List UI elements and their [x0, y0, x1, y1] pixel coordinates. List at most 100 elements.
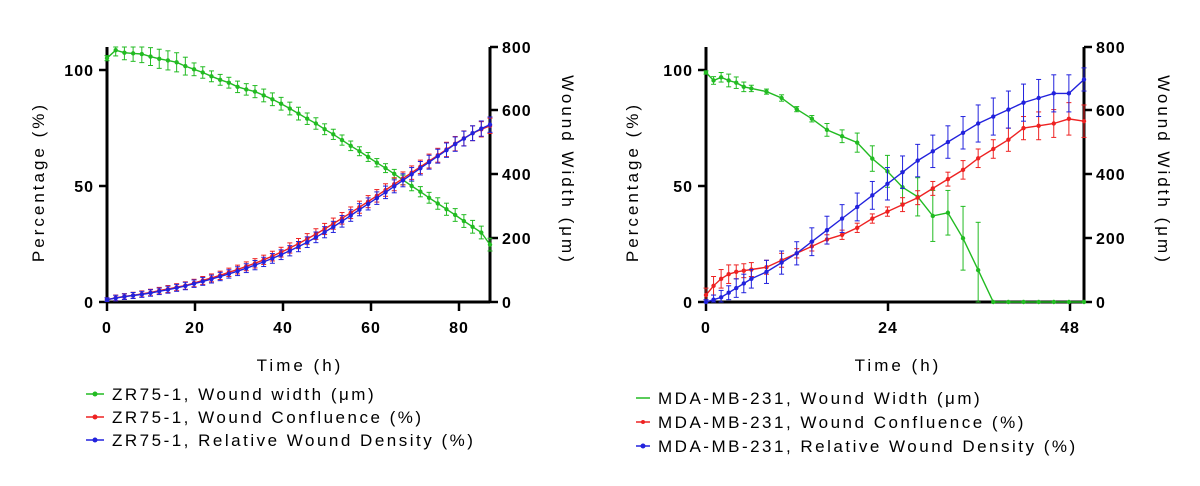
plot-area [703, 67, 1087, 305]
data-point [252, 89, 258, 94]
data-point [975, 267, 981, 273]
data-point [130, 51, 136, 56]
y-tick-label: 100 [663, 63, 693, 80]
x-axis-title: Time (h) [257, 356, 344, 375]
data-point [392, 171, 397, 177]
data-point [461, 136, 467, 141]
y-tick-label: 100 [64, 63, 94, 80]
legend-label: MDA-MB-231, Wound Width (μm) [658, 389, 982, 408]
data-point [435, 153, 440, 159]
series-line [106, 125, 491, 301]
data-point [104, 297, 110, 302]
legend-marker [92, 391, 98, 397]
data-point [270, 256, 275, 261]
data-point [148, 290, 153, 296]
data-point [870, 216, 875, 221]
data-point [809, 239, 815, 244]
data-point [885, 181, 890, 186]
data-point [287, 248, 292, 253]
legend-label: ZR75-1, Relative Wound Density (%) [112, 431, 475, 450]
data-point [718, 295, 724, 300]
data-point [1081, 299, 1087, 305]
data-point [839, 216, 845, 221]
series-3 [703, 67, 1087, 305]
y2-tick-label: 400 [1096, 167, 1126, 184]
data-point [1006, 299, 1011, 305]
y2-tick-label: 800 [502, 40, 532, 57]
data-point [400, 178, 406, 183]
data-point [1021, 100, 1026, 105]
data-point [435, 201, 440, 206]
data-point [900, 169, 905, 175]
series-2 [703, 102, 1087, 303]
data-point [244, 265, 249, 271]
data-point [839, 134, 845, 139]
data-point [764, 269, 769, 275]
y-axis-title: Percentage (%) [29, 102, 48, 262]
data-point [487, 122, 493, 127]
data-point [945, 210, 951, 215]
data-point [139, 51, 145, 57]
data-point [1051, 91, 1056, 96]
data-point [305, 239, 310, 245]
data-point [479, 230, 484, 235]
data-point [165, 287, 171, 292]
series-line [106, 49, 491, 246]
data-point [122, 294, 127, 299]
data-point [139, 292, 145, 297]
data-point [165, 58, 171, 63]
data-point [183, 63, 188, 69]
x-tick-label: 20 [185, 320, 205, 337]
y-tick-label: 0 [84, 295, 94, 312]
data-point [960, 130, 966, 135]
data-point [960, 236, 966, 241]
data-point [975, 156, 981, 161]
data-point [915, 158, 920, 163]
data-point [839, 232, 845, 237]
data-point [261, 93, 266, 98]
legend-label: MDA-MB-231, Relative Wound Density (%) [658, 437, 1078, 456]
data-point [226, 80, 232, 85]
data-point [191, 281, 197, 286]
x-tick-label: 48 [1060, 320, 1080, 337]
data-point [444, 207, 449, 212]
data-point [703, 70, 709, 75]
y2-tick-label: 200 [1096, 231, 1126, 248]
data-point [1081, 77, 1087, 82]
data-point [418, 189, 423, 194]
data-point [749, 276, 754, 282]
data-point [734, 80, 739, 85]
data-point [113, 295, 118, 301]
data-point [252, 262, 258, 268]
legend-marker [640, 443, 646, 449]
data-point [209, 74, 214, 79]
data-point [749, 86, 754, 91]
data-point [734, 269, 739, 275]
data-point [104, 55, 110, 61]
data-point [718, 75, 724, 80]
data-point [794, 106, 799, 112]
data-point [313, 121, 319, 126]
data-point [322, 127, 327, 132]
data-point [960, 167, 966, 173]
legend-label: ZR75-1, Wound width (μm) [112, 385, 376, 404]
data-point [217, 274, 223, 279]
series-2 [104, 117, 493, 303]
data-point [855, 225, 860, 231]
data-point [261, 259, 266, 265]
data-point [244, 87, 249, 92]
data-point [452, 141, 458, 147]
series-1 [104, 46, 493, 252]
data-point [1036, 95, 1041, 101]
plot-area [104, 46, 493, 303]
y2-tick-label: 600 [1096, 103, 1126, 120]
data-point [930, 186, 935, 191]
data-point [1051, 299, 1056, 305]
data-point [991, 146, 996, 152]
data-point [226, 271, 232, 277]
data-point [122, 50, 127, 55]
data-point [794, 251, 799, 256]
data-point [157, 289, 162, 294]
data-point [174, 285, 179, 291]
